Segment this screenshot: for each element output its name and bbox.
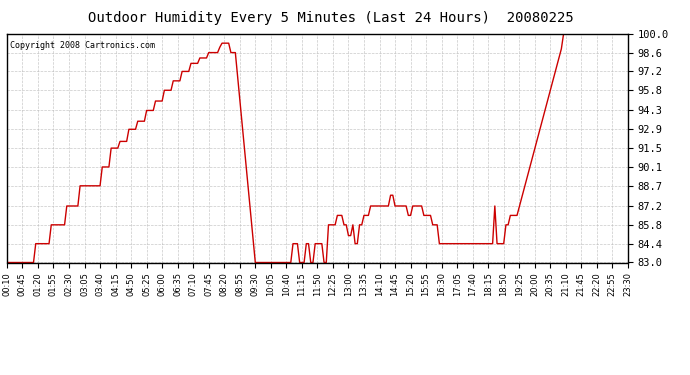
Text: Outdoor Humidity Every 5 Minutes (Last 24 Hours)  20080225: Outdoor Humidity Every 5 Minutes (Last 2… [88,11,574,25]
Text: Copyright 2008 Cartronics.com: Copyright 2008 Cartronics.com [10,40,155,50]
